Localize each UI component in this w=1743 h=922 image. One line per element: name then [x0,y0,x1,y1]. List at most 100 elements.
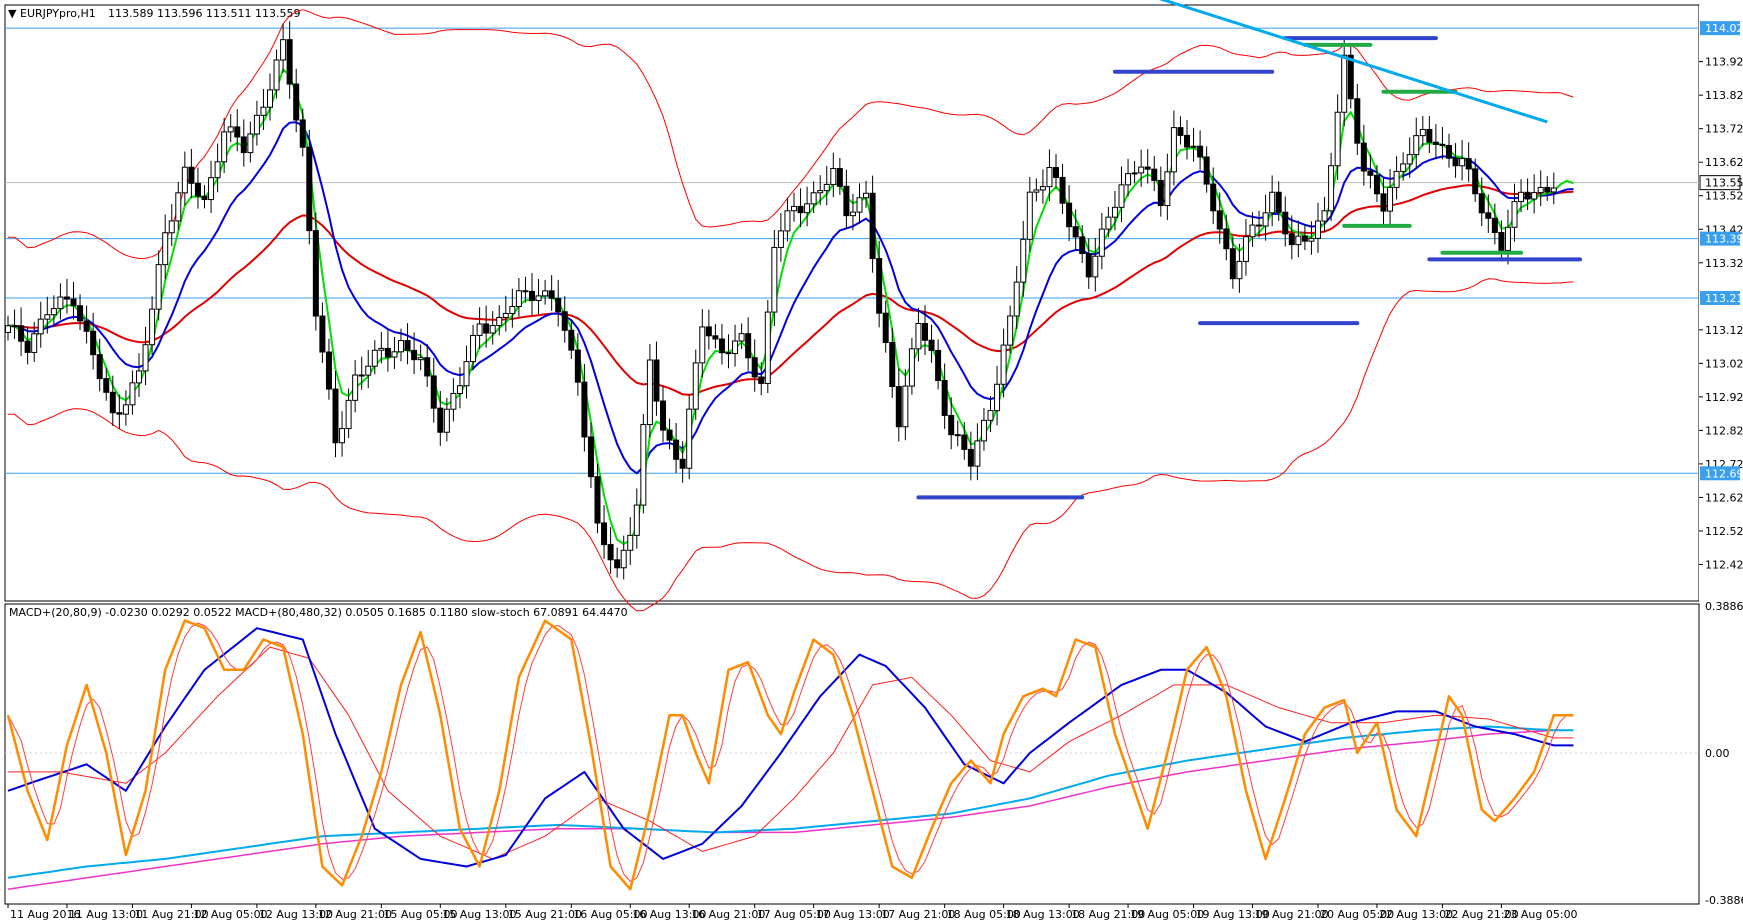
candle [299,108,306,157]
candle [1111,190,1118,231]
candle-body [849,211,856,217]
candle [378,332,385,364]
macd-fast-line [7,627,1574,868]
candle [371,340,378,375]
candle-body [856,197,863,213]
candle-body [96,354,103,380]
candle-body [5,325,11,333]
candle-body [70,298,77,307]
indicator-panel-frame[interactable] [4,603,1700,905]
candle [699,308,706,378]
candle [221,117,228,174]
candle-body [548,290,555,299]
candle-body [371,349,378,367]
candle [1393,156,1400,200]
candle [1544,176,1551,201]
candle [922,305,928,355]
candle [876,240,883,328]
candle [764,300,771,394]
candle-body [522,290,529,293]
candle-body [1020,238,1027,283]
candle-body [1413,135,1420,156]
candle-body [136,370,142,384]
candle [1452,143,1459,178]
candle [456,367,463,409]
window-menu-icon[interactable]: ▼ [8,7,17,20]
candle-body [1478,193,1485,214]
candle [450,378,457,422]
candle-body [646,359,653,426]
candle [614,547,621,578]
candle-body [1170,127,1177,173]
candle-body [574,349,581,383]
candle-body [306,146,313,232]
candle-body [319,315,326,353]
candle [1432,124,1439,159]
candle-body [1118,184,1125,208]
candle [758,362,765,396]
candle-body [168,220,175,234]
candle [194,167,201,209]
time-tick-label: 16 Aug 21:00 [691,908,765,921]
candle [1256,210,1263,238]
candle-body [843,185,850,217]
candle [882,300,889,353]
candle-body [1229,248,1236,280]
candle-body [601,522,608,546]
candle [797,188,804,228]
candle-body [660,400,666,431]
candle [1229,236,1236,289]
candle [90,312,97,370]
candle-body [57,296,64,310]
candle [941,363,948,429]
candle [908,337,915,395]
candle [810,181,817,213]
candle-body [817,190,824,194]
candle-body [273,59,280,91]
time-tick-label: 19 Aug 13:00 [1196,908,1270,921]
candle [1223,214,1230,261]
candle [686,395,693,480]
macd-slow-line [7,725,1574,879]
candle-body [286,39,293,85]
candle [561,296,568,343]
candle [948,397,955,450]
stoch-signal-line [7,622,1574,883]
stoch-main-line [6,619,1574,891]
indicator-tick-label: 0.3886 [1705,600,1743,613]
candle [1164,153,1171,221]
candle [712,323,719,349]
candle [1138,149,1145,187]
price-tick-label: 113.920 [1705,56,1743,69]
current-price-label: 113.559 [1705,177,1743,190]
candle-body [1341,54,1348,113]
candle-body [77,305,84,322]
candle [804,186,811,227]
candle-body [483,323,490,334]
candle [1282,196,1289,247]
candle [509,288,516,328]
candle [24,326,31,365]
candle-body [437,407,444,433]
candle-body [188,166,195,184]
candle [692,349,699,420]
candle [1465,142,1472,182]
candle [915,307,922,362]
candle-body [1216,210,1223,230]
candle-body [1053,167,1059,178]
candle-body [234,126,241,138]
candle-body [1504,226,1511,251]
candle [136,353,142,397]
price-panel-frame[interactable] [4,4,1700,602]
candle-body [430,375,437,409]
price-tick-label: 112.420 [1705,558,1743,571]
candle-body [954,434,961,437]
candle-body [935,349,942,381]
time-tick-label: 19 Aug 05:00 [1130,908,1204,921]
candle [974,423,981,481]
candle-body [712,335,719,340]
candle [122,390,129,426]
candle-body [1288,233,1295,246]
time-tick-label: 22 Aug 21:00 [1444,908,1518,921]
